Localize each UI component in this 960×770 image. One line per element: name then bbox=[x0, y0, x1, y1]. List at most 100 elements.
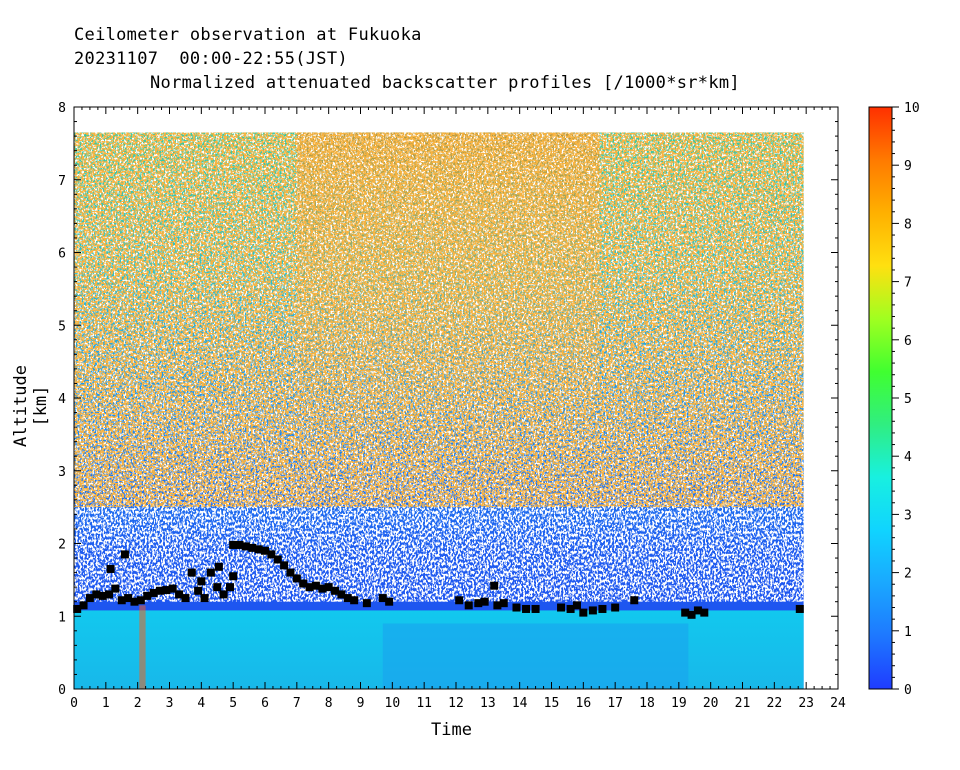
cloud-base-point bbox=[206, 568, 215, 577]
x-tick-label: 23 bbox=[798, 696, 814, 711]
y-tick-label: 7 bbox=[58, 174, 66, 189]
cloud-base-point bbox=[522, 604, 531, 613]
x-tick-label: 15 bbox=[544, 696, 560, 711]
cloud-base-point bbox=[700, 608, 709, 617]
field-aerosol-spike bbox=[139, 605, 146, 689]
y-tick-label: 2 bbox=[58, 538, 66, 553]
y-tick-label: 5 bbox=[58, 319, 66, 334]
cloud-base-point bbox=[681, 608, 690, 617]
cloud-base-point bbox=[79, 601, 88, 610]
cloud-base-point bbox=[194, 586, 203, 595]
x-tick-label: 10 bbox=[385, 696, 401, 711]
plot-axes: 0 1 2 3 4 5 6 7 8 9 10 11 12 13 14 15 16 17 18 19 20 21 22 23 24… bbox=[58, 101, 846, 711]
cloud-base-point bbox=[337, 590, 346, 599]
cloud-base-point bbox=[136, 596, 145, 605]
y-tick-label: 1 bbox=[58, 610, 66, 625]
x-tick-label: 22 bbox=[767, 696, 783, 711]
y-tick-label: 8 bbox=[58, 101, 66, 116]
backscatter-field bbox=[74, 132, 804, 689]
cloud-base-point bbox=[241, 542, 250, 551]
x-tick-label: 11 bbox=[416, 696, 432, 711]
cloud-base-point bbox=[455, 596, 464, 605]
cloud-base-point bbox=[598, 604, 607, 613]
cloud-base-point bbox=[611, 603, 620, 612]
cloud-base-point bbox=[105, 590, 114, 599]
cloud-base-point bbox=[214, 562, 223, 571]
cloud-base-point bbox=[85, 594, 94, 603]
cloud-base-point bbox=[273, 555, 282, 564]
x-tick-label: 8 bbox=[325, 696, 333, 711]
x-tick-label: 17 bbox=[607, 696, 623, 711]
x-tick-label: 4 bbox=[197, 696, 205, 711]
cloud-base-point bbox=[687, 610, 696, 619]
x-tick-label: 19 bbox=[671, 696, 687, 711]
cloud-base-point bbox=[219, 590, 228, 599]
colorbar-tick-label: 8 bbox=[904, 217, 912, 232]
colorbar-tick-label: 0 bbox=[904, 683, 912, 698]
cloud-base-point bbox=[324, 583, 333, 592]
cloud-base-point bbox=[474, 599, 483, 608]
cloud-base-point bbox=[143, 591, 152, 600]
colorbar-tick-label: 3 bbox=[904, 508, 912, 523]
colorbar-tick-label: 9 bbox=[904, 159, 912, 174]
cloud-base-point bbox=[130, 597, 139, 606]
cloud-base-point bbox=[197, 577, 206, 586]
cloud-base-point bbox=[566, 604, 575, 613]
cloud-base-point bbox=[225, 583, 234, 592]
cloud-base-point bbox=[111, 584, 120, 593]
cloud-base-point bbox=[350, 596, 359, 605]
cloud-base-point bbox=[229, 540, 238, 549]
x-tick-label: 20 bbox=[703, 696, 719, 711]
cloud-base-point bbox=[292, 574, 301, 583]
cloud-base-point bbox=[579, 608, 588, 617]
cloud-base-point bbox=[149, 588, 158, 597]
cloud-base-point bbox=[693, 606, 702, 615]
y-tick-label: 3 bbox=[58, 465, 66, 480]
colorbar-tick-label: 4 bbox=[904, 450, 912, 465]
cloud-base-point bbox=[557, 603, 566, 612]
cloud-base-point bbox=[630, 596, 639, 605]
colorbar-tick-label: 10 bbox=[904, 101, 920, 116]
cloud-base-point bbox=[181, 594, 190, 603]
x-tick-label: 18 bbox=[639, 696, 655, 711]
cloud-base-point bbox=[117, 596, 126, 605]
cloud-base-point bbox=[464, 601, 473, 610]
cloud-base-point bbox=[120, 550, 129, 559]
cloud-base-point bbox=[92, 590, 101, 599]
cloud-base-point bbox=[280, 561, 289, 570]
x-tick-label: 9 bbox=[357, 696, 365, 711]
y-tick-label: 6 bbox=[58, 247, 66, 262]
cloud-base-point bbox=[795, 604, 804, 613]
x-tick-label: 1 bbox=[102, 696, 110, 711]
cloud-base-point bbox=[162, 586, 171, 595]
y-axis-label: Altitude [km] bbox=[11, 365, 51, 447]
cloud-base-point bbox=[155, 586, 164, 595]
cloud-base-point bbox=[499, 599, 508, 608]
cloud-base-point bbox=[480, 597, 489, 606]
cloud-base-point bbox=[311, 581, 320, 590]
cloud-base-point bbox=[531, 604, 540, 613]
cloud-base-point bbox=[254, 545, 263, 554]
cloud-base-point bbox=[493, 601, 502, 610]
y-tick-label: 0 bbox=[58, 683, 66, 698]
colorbar-tick-label: 2 bbox=[904, 567, 912, 582]
cloud-base-point bbox=[124, 594, 133, 603]
field-noise-speckle-warm bbox=[74, 132, 804, 508]
cloud-base-point bbox=[168, 584, 177, 593]
x-tick-label: 21 bbox=[735, 696, 751, 711]
cloud-base-point bbox=[318, 584, 327, 593]
cloud-base-markers bbox=[73, 540, 804, 619]
colorbar-gradient bbox=[868, 106, 893, 690]
cloud-base-point bbox=[343, 594, 352, 603]
colorbar-tick-label: 1 bbox=[904, 625, 912, 640]
cloud-base-point bbox=[73, 604, 82, 613]
colorbar: 0 1 2 3 4 5 6 7 8 9 10 bbox=[868, 101, 920, 698]
cloud-base-point bbox=[98, 591, 107, 600]
cloud-base-point bbox=[229, 572, 238, 581]
cloud-base-point bbox=[267, 550, 276, 559]
cloud-base-point bbox=[305, 583, 314, 592]
cloud-base-point bbox=[213, 583, 222, 592]
cloud-base-point bbox=[248, 543, 257, 552]
x-tick-label: 6 bbox=[261, 696, 269, 711]
